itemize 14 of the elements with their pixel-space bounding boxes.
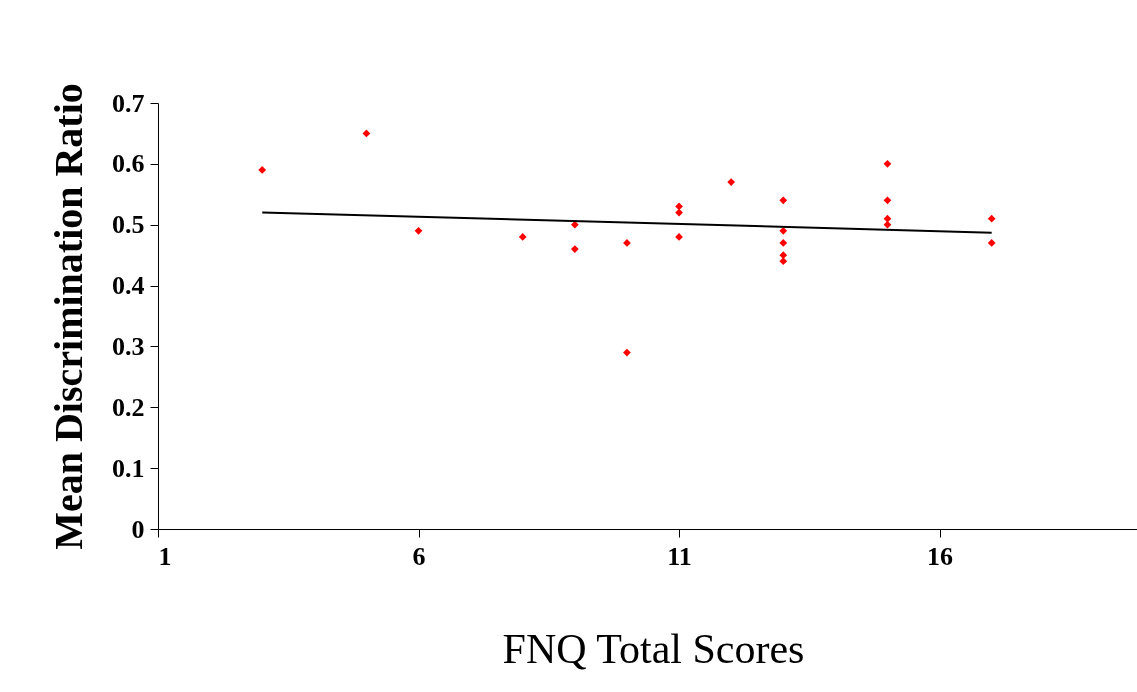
x-tick-label: 6 [412,541,426,571]
y-tick-label: 0 [131,514,145,544]
y-tick-label: 0.5 [112,210,145,240]
x-tick-label: 1 [158,541,172,571]
x-tick-label: 16 [927,541,954,571]
x-axis-title: FNQ Total Scores [502,625,805,672]
y-tick-label: 0.3 [112,331,145,361]
y-tick-label: 0.1 [112,453,145,483]
y-tick-label: 0.4 [112,271,145,301]
x-tick-label: 11 [667,541,692,571]
y-tick-label: 0.6 [112,149,145,179]
y-axis-title: Mean Discrimination Ratio [46,83,91,550]
y-tick-label: 0.7 [112,88,145,118]
y-tick-label: 0.2 [112,392,145,422]
